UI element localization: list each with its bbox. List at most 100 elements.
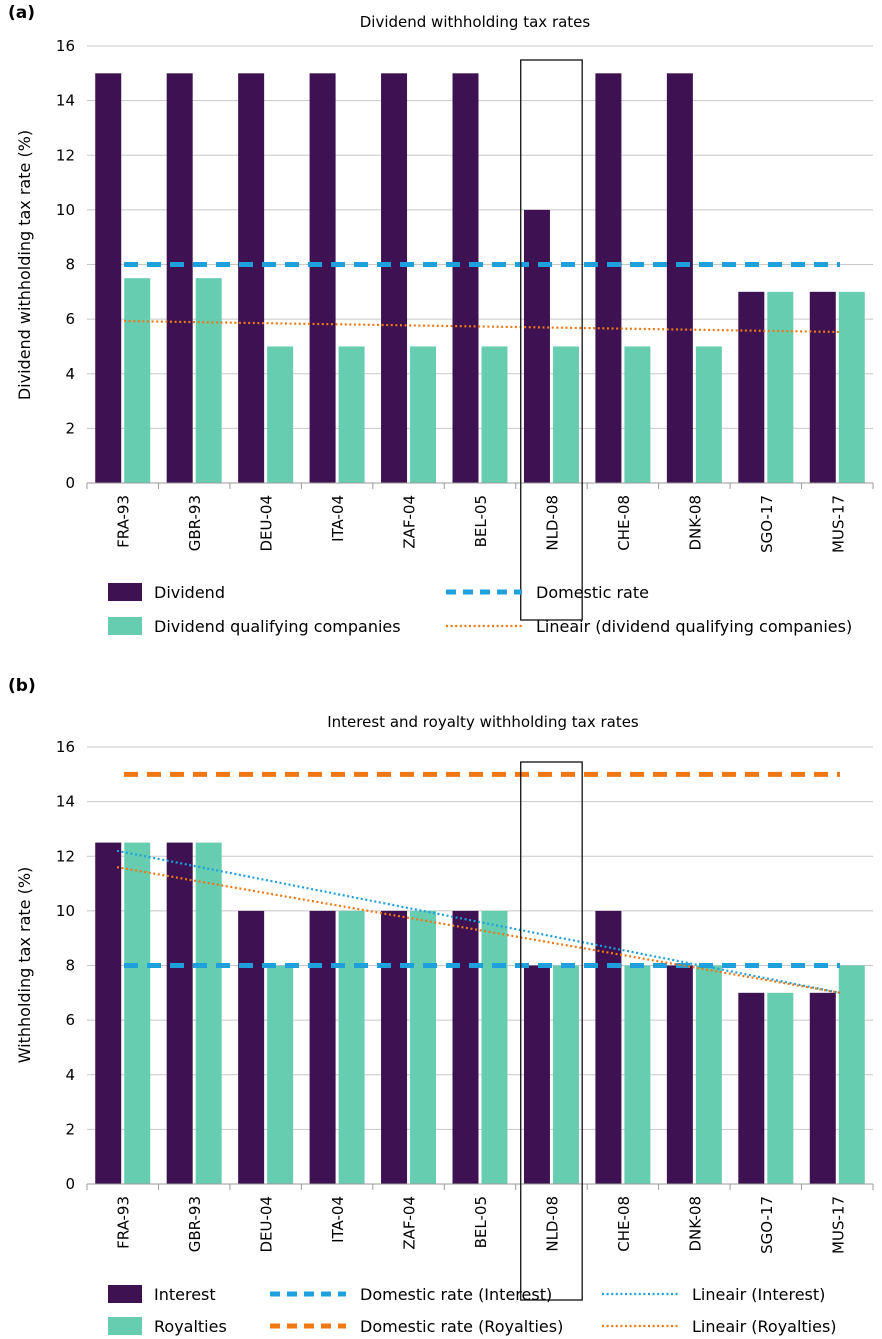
y-tick-label: 6: [65, 1011, 75, 1029]
x-tick-label-ita-04: ITA-04: [329, 1196, 347, 1243]
x-tick-label-nld-08: NLD-08: [543, 1196, 561, 1252]
bar-dividend-qualifying-companies-nld-08: [552, 346, 579, 483]
bar-dividend-sgo-17: [738, 291, 765, 483]
x-tick-label-nld-08: NLD-08: [543, 495, 561, 551]
bar-royalties-ita-04: [338, 910, 365, 1184]
bar-dividend-dnk-08: [666, 73, 693, 483]
x-tick-label-fra-93: FRA-93: [115, 495, 133, 548]
bar-dividend-zaf-04: [381, 73, 408, 483]
bar-interest-che-08: [595, 910, 622, 1184]
y-tick-label: 0: [65, 1175, 75, 1193]
y-tick-label: 2: [65, 419, 75, 437]
panel-a-ylabel: Dividend withholding tax rate (%): [15, 130, 34, 400]
legend-label-dividend: Dividend: [154, 583, 225, 602]
legend-label-domestic-rate-royalties-: Domestic rate (Royalties): [360, 1317, 563, 1336]
series-line-lineair-interest-: [116, 849, 841, 994]
bar-royalties-bel-05: [481, 910, 508, 1184]
bar-dividend-deu-04: [238, 73, 265, 483]
panel-a-title: Dividend withholding tax rates: [360, 13, 591, 31]
x-tick-label-mus-17: MUS-17: [829, 495, 847, 553]
x-tick-label-gbr-93: GBR-93: [186, 495, 204, 551]
y-tick-label: 12: [56, 146, 75, 164]
legend-label-lineair-royalties-: Lineair (Royalties): [692, 1317, 837, 1336]
legend-swatch-dividend-qualifying-companies: [108, 617, 142, 635]
bar-interest-bel-05: [452, 910, 479, 1184]
bar-dividend-che-08: [595, 73, 622, 483]
bar-dividend-qualifying-companies-mus-17: [838, 291, 865, 483]
x-tick-label-dnk-08: DNK-08: [686, 1196, 704, 1252]
bar-interest-sgo-17: [738, 992, 765, 1184]
y-tick-label: 14: [56, 793, 75, 811]
bar-royalties-deu-04: [267, 965, 294, 1184]
panel-b-ylabel: Withholding tax rate (%): [15, 867, 34, 1064]
y-tick-label: 4: [65, 365, 75, 383]
x-tick-label-dnk-08: DNK-08: [686, 495, 704, 551]
legend-label-interest: Interest: [154, 1285, 216, 1304]
legend-label-lineair-dividend-qualifying-companies-: Lineair (dividend qualifying companies): [536, 617, 852, 636]
bar-dividend-nld-08: [523, 209, 550, 483]
bar-royalties-che-08: [624, 965, 651, 1184]
y-tick-label: 2: [65, 1120, 75, 1138]
series-line-lineair-dividend-qualifying-companies-: [123, 319, 841, 334]
x-tick-label-che-08: CHE-08: [615, 495, 633, 551]
legend-label-domestic-rate: Domestic rate: [536, 583, 649, 602]
bar-dividend-qualifying-companies-zaf-04: [410, 346, 437, 483]
bar-royalties-sgo-17: [767, 992, 794, 1184]
y-tick-label: 16: [56, 738, 75, 756]
legend-swatch-interest: [108, 1285, 142, 1303]
y-tick-label: 10: [56, 902, 75, 920]
x-tick-label-che-08: CHE-08: [615, 1196, 633, 1252]
bar-dividend-qualifying-companies-dnk-08: [695, 346, 722, 483]
x-tick-label-zaf-04: ZAF-04: [401, 1196, 419, 1250]
legend-label-domestic-rate-interest-: Domestic rate (Interest): [360, 1285, 552, 1304]
y-tick-label: 4: [65, 1066, 75, 1084]
legend-swatch-dividend: [108, 583, 142, 601]
x-tick-label-gbr-93: GBR-93: [186, 1196, 204, 1252]
bar-dividend-qualifying-companies-gbr-93: [195, 278, 222, 483]
legend-swatch-royalties: [108, 1317, 142, 1335]
y-tick-label: 0: [65, 474, 75, 492]
legend-label-lineair-interest-: Lineair (Interest): [692, 1285, 825, 1304]
x-tick-label-deu-04: DEU-04: [258, 495, 276, 552]
bar-interest-deu-04: [238, 910, 265, 1184]
legend-label-dividend-qualifying-companies: Dividend qualifying companies: [154, 617, 401, 636]
bar-dividend-qualifying-companies-che-08: [624, 346, 651, 483]
y-tick-label: 16: [56, 37, 75, 55]
bar-dividend-ita-04: [309, 73, 336, 483]
y-tick-label: 8: [65, 256, 75, 274]
bar-royalties-nld-08: [552, 965, 579, 1184]
bar-interest-zaf-04: [381, 910, 408, 1184]
bar-royalties-fra-93: [124, 842, 151, 1184]
bar-royalties-mus-17: [838, 965, 865, 1184]
bar-royalties-dnk-08: [695, 965, 722, 1184]
y-tick-label: 6: [65, 310, 75, 328]
bar-dividend-qualifying-companies-fra-93: [124, 278, 151, 483]
panel-a-legend: Dividend Domestic rate Dividend qualifying…: [108, 583, 852, 636]
panel-b-label: (b): [8, 676, 36, 696]
x-tick-label-zaf-04: ZAF-04: [401, 495, 419, 549]
bar-dividend-qualifying-companies-sgo-17: [767, 291, 794, 483]
x-tick-label-ita-04: ITA-04: [329, 495, 347, 542]
panel-a-plot: 0 2 4 6 8 10 12 14 16 FRA-93 GBR-93 DEU-04 ITA-04 ZAF…: [56, 37, 874, 621]
y-tick-label: 14: [56, 92, 75, 110]
bar-interest-mus-17: [809, 992, 836, 1184]
bar-interest-fra-93: [95, 842, 122, 1184]
bar-interest-gbr-93: [166, 842, 193, 1184]
bar-royalties-gbr-93: [195, 842, 222, 1184]
panel-a-label: (a): [8, 3, 35, 23]
bar-royalties-zaf-04: [410, 910, 437, 1184]
y-tick-label: 12: [56, 847, 75, 865]
x-tick-label-bel-05: BEL-05: [472, 1196, 490, 1248]
bar-dividend-bel-05: [452, 73, 479, 483]
x-tick-label-deu-04: DEU-04: [258, 1196, 276, 1253]
x-tick-label-bel-05: BEL-05: [472, 495, 490, 547]
x-tick-label-sgo-17: SGO-17: [758, 495, 776, 553]
bar-dividend-qualifying-companies-bel-05: [481, 346, 508, 483]
bar-dividend-gbr-93: [166, 73, 193, 483]
y-tick-label: 10: [56, 201, 75, 219]
bar-interest-ita-04: [309, 910, 336, 1184]
highlight-box-nld-08: [520, 761, 583, 1301]
bar-dividend-qualifying-companies-ita-04: [338, 346, 365, 483]
y-tick-label: 8: [65, 957, 75, 975]
